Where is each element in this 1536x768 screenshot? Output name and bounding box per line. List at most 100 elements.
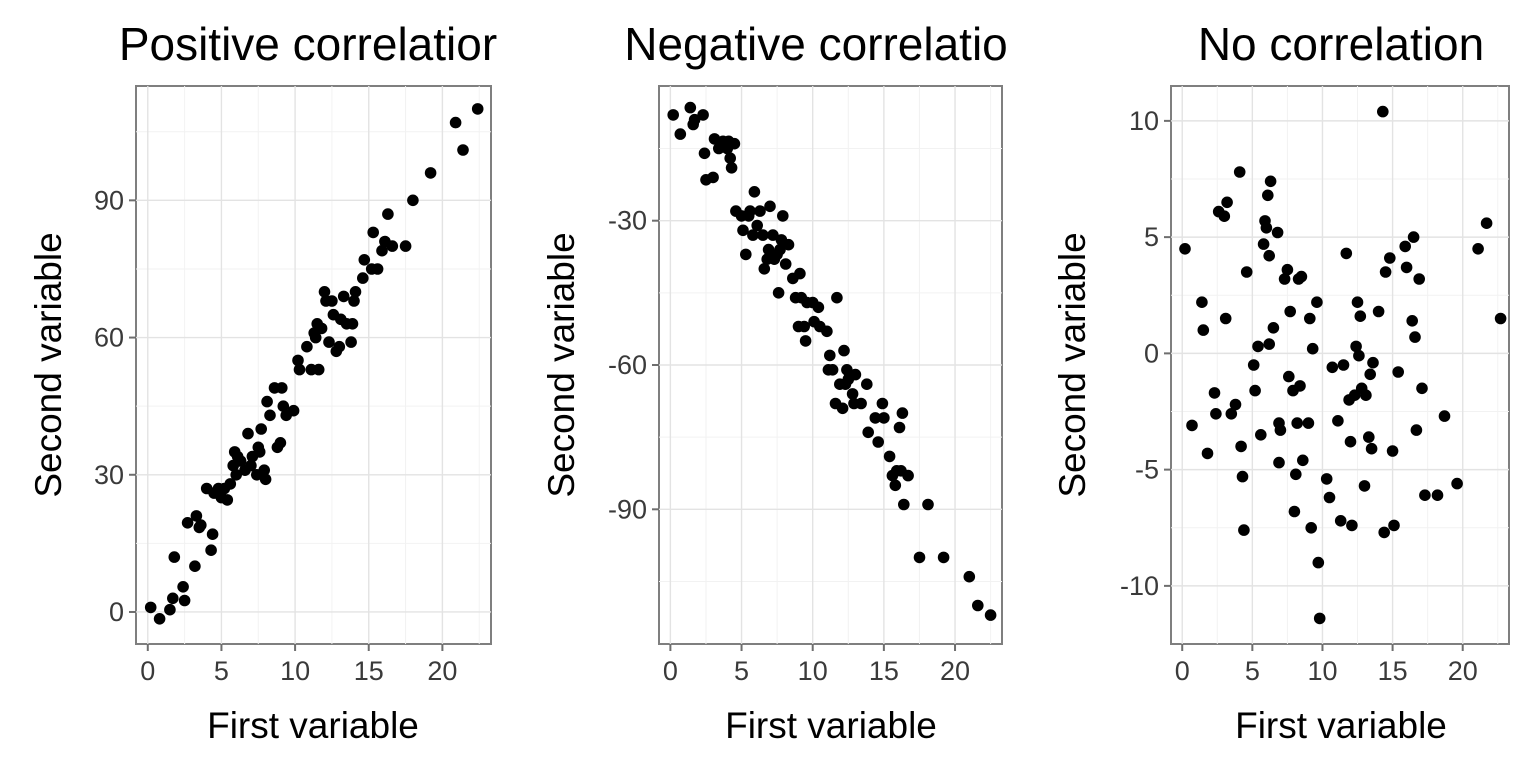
data-point [1304,312,1316,325]
data-point [849,368,862,381]
data-point [762,243,775,256]
data-point [457,144,469,156]
data-point [1388,519,1400,532]
data-point [1295,270,1308,283]
data-point [688,113,701,126]
data-point [367,226,380,239]
data-point [1288,505,1301,518]
data-point [1283,370,1295,383]
data-point [772,287,785,299]
data-point [1294,380,1306,392]
data-point [728,137,741,150]
x-tick-label: 20 [427,656,457,686]
data-point [697,109,709,121]
y-tick-label: -90 [608,494,647,524]
data-point [872,436,884,448]
data-point [1264,175,1277,188]
data-point [1353,349,1365,362]
data-point [349,286,362,298]
y-tick-label: -5 [1135,455,1159,485]
data-point [1451,477,1463,490]
data-point [292,354,304,367]
data-point [862,426,874,439]
data-point [984,609,997,621]
data-point [1334,515,1347,527]
data-point [348,295,360,307]
data-point [937,551,950,564]
data-points [1179,105,1507,625]
data-point [168,551,181,563]
data-point [1238,524,1250,536]
data-point [471,103,484,115]
x-tick-label: 10 [1307,656,1337,686]
data-point [1360,389,1372,402]
data-point [1472,243,1484,255]
data-point [242,427,254,440]
data-point [1358,480,1371,492]
data-point [1365,442,1378,455]
y-axis-label: Second variable [1052,232,1093,497]
data-point [1377,105,1389,118]
data-point [898,498,910,511]
data-point [1364,368,1376,381]
data-point [1351,296,1364,309]
data-point [1340,247,1353,260]
data-point [224,478,237,490]
x-axis-label: First variable [725,705,937,746]
data-point [1494,312,1507,325]
data-point [913,551,926,564]
data-point [836,402,849,415]
data-points [144,103,484,625]
data-point [181,517,194,529]
y-tick-label: 5 [1144,222,1159,252]
data-point [323,336,335,348]
data-point [407,194,419,207]
data-point [1407,231,1420,243]
data-point [371,263,384,275]
data-point [190,510,203,522]
y-tick-label: -30 [608,206,647,236]
data-point [1346,519,1358,532]
data-point [358,253,371,266]
data-point [189,560,201,572]
data-point [1419,489,1431,502]
x-tick-label: 15 [354,656,384,686]
data-point [754,205,766,217]
data-point [747,229,759,241]
data-point [259,473,272,486]
data-point [195,519,207,531]
data-point [724,152,736,164]
data-point [164,603,176,616]
data-point [1409,331,1421,343]
y-tick-label: 0 [1144,338,1159,368]
data-point [1363,431,1375,443]
x-tick-label: 0 [140,656,155,686]
data-point [751,219,763,232]
panel-title: Positive correlatior [119,18,497,70]
data-point [1384,252,1396,264]
data-point [764,200,776,213]
data-point [1416,382,1428,395]
y-tick-label: 60 [94,323,124,353]
data-point [774,243,786,256]
data-point [274,437,287,449]
data-point [337,290,350,303]
data-point [1197,324,1210,336]
data-point [1311,296,1323,309]
data-point [1480,217,1493,229]
data-point [744,205,756,217]
data-point [376,244,388,257]
data-point [1291,417,1303,429]
data-point [1312,556,1325,569]
data-point [1208,387,1221,399]
data-point [1350,340,1362,353]
data-point [1210,408,1222,420]
data-point [1290,468,1302,481]
data-point [382,208,394,220]
data-point [1302,417,1315,429]
data-point [1236,470,1249,483]
data-point [261,395,273,408]
x-tick-label: 5 [734,656,749,686]
data-point [798,320,810,333]
